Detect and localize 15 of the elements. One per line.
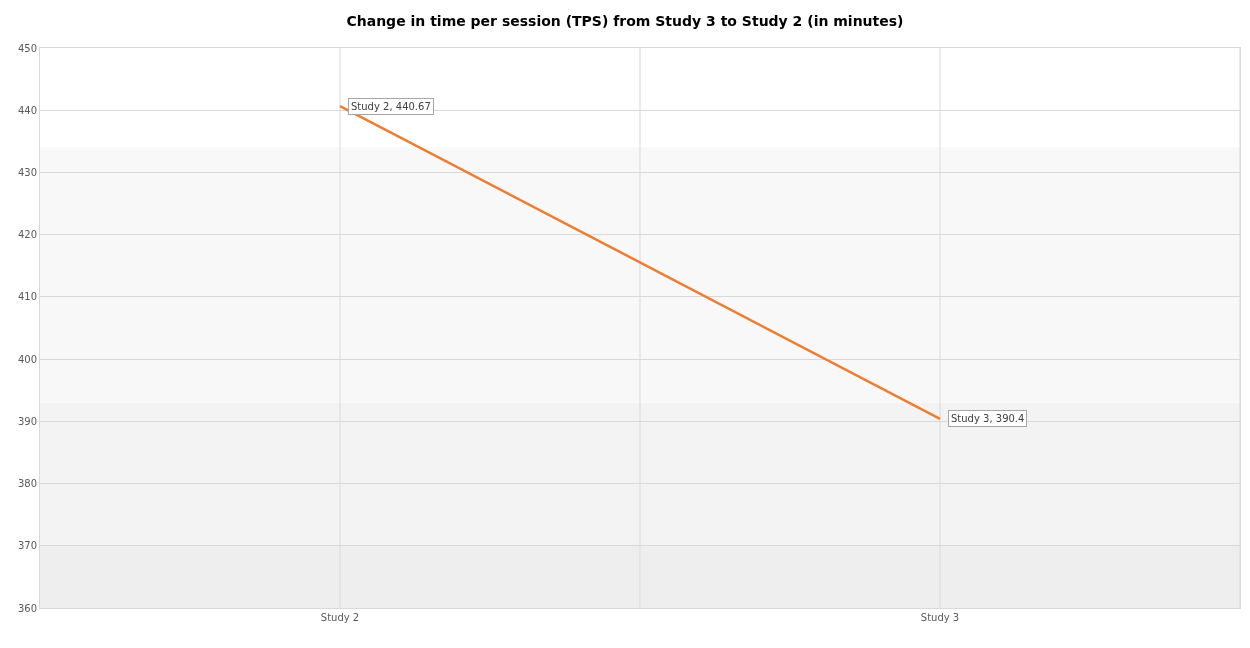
y-tick-label: 450 xyxy=(17,42,37,54)
y-tick-label: 420 xyxy=(17,229,37,241)
data-label: Study 2, 440.67 xyxy=(351,101,431,112)
y-tick-label: 360 xyxy=(17,602,37,614)
y-tick-label: 400 xyxy=(17,353,37,365)
y-tick-label: 380 xyxy=(17,478,37,490)
y-tick-label: 440 xyxy=(17,104,37,116)
chart-title: Change in time per session (TPS) from Study 3 to Study 2 (in minutes) xyxy=(346,13,904,29)
y-tick-label: 430 xyxy=(17,166,37,178)
x-tick-label: Study 2 xyxy=(320,612,360,623)
x-tick-label: Study 3 xyxy=(920,612,960,623)
y-tick-label: 370 xyxy=(17,540,37,552)
y-tick-label: 390 xyxy=(17,415,37,427)
y-tick-label: 410 xyxy=(17,291,37,303)
data-label: Study 3, 390.4 xyxy=(951,413,1025,424)
